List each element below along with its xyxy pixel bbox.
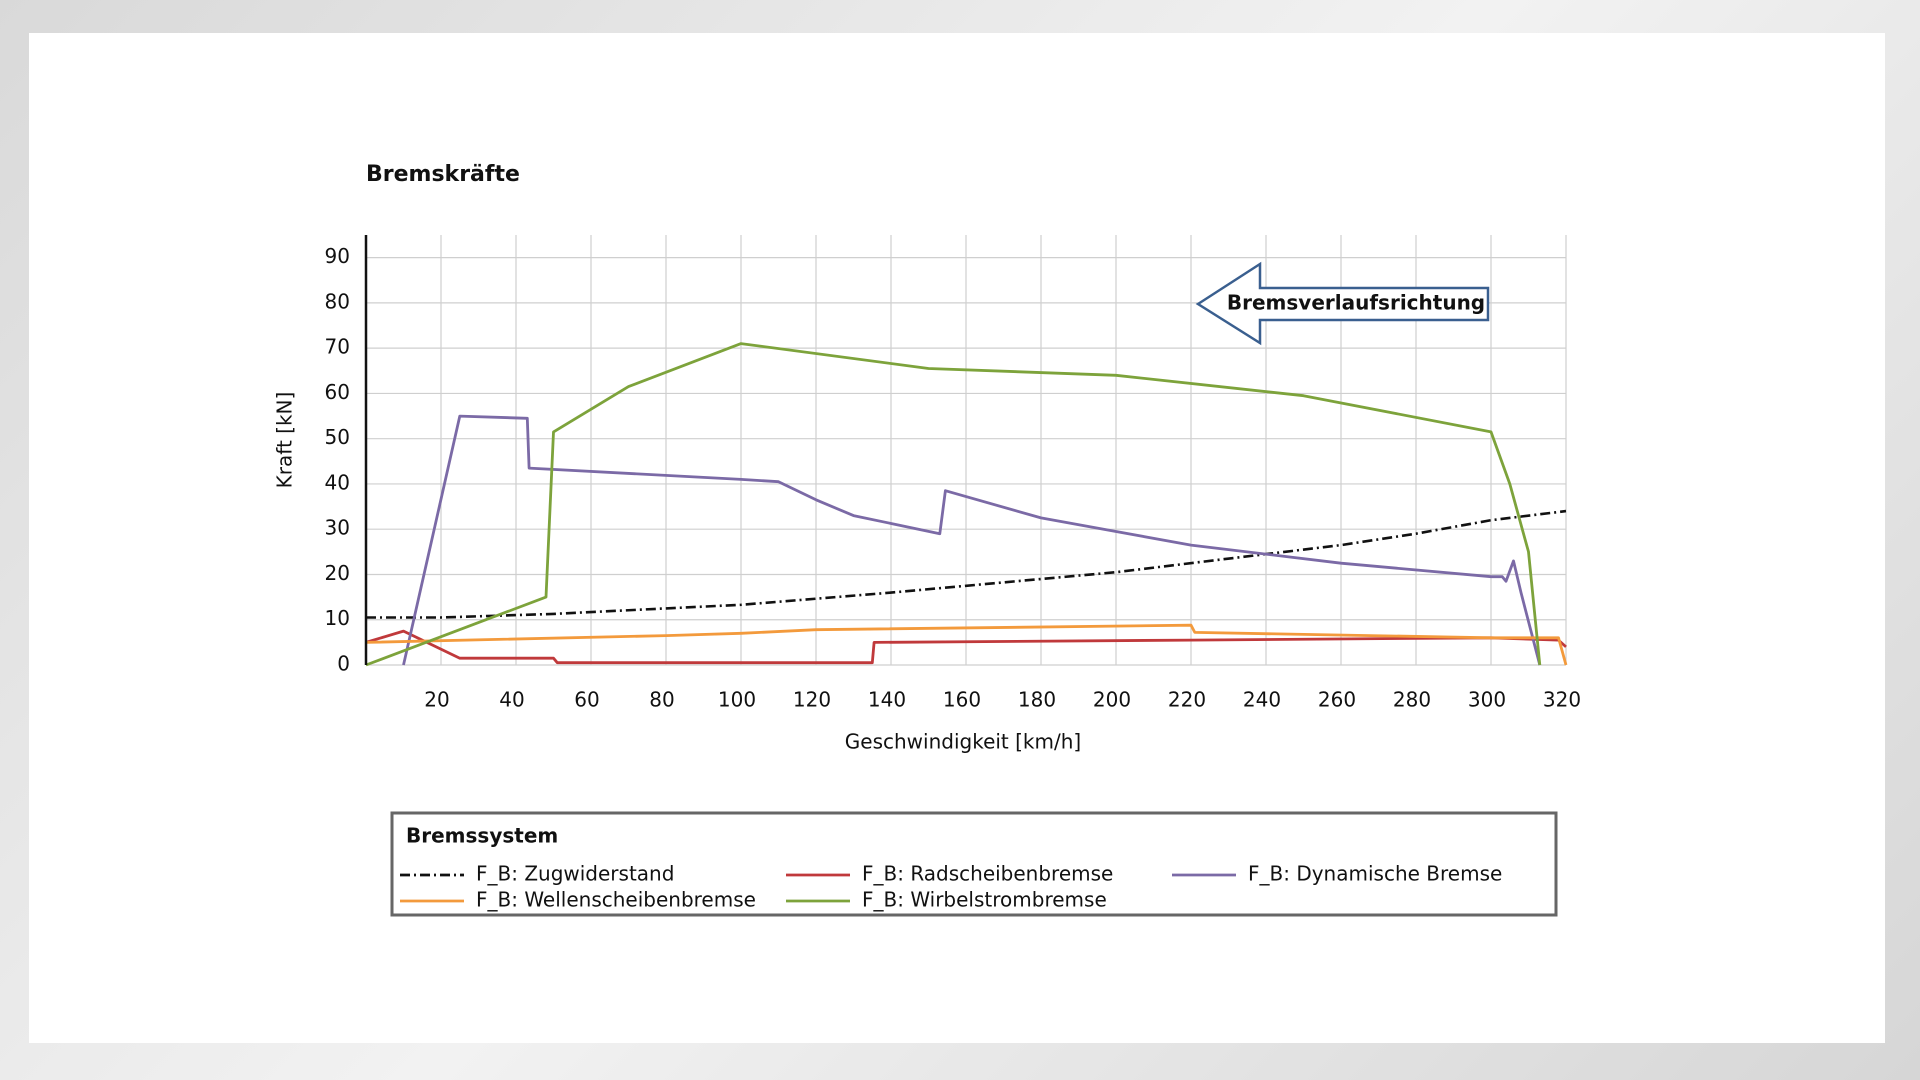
y-axis-label: Kraft [kN] <box>273 392 297 489</box>
x-tick-label: 240 <box>1243 688 1281 712</box>
y-tick-label: 50 <box>325 425 350 449</box>
x-tick-label: 100 <box>718 688 756 712</box>
x-tick-label: 140 <box>868 688 906 712</box>
legend-label: F_B: Dynamische Bremse <box>1248 862 1502 886</box>
x-tick-label: 160 <box>943 688 981 712</box>
legend-label: F_B: Radscheibenbremse <box>862 862 1113 886</box>
x-tick-label: 300 <box>1468 688 1506 712</box>
y-tick-label: 10 <box>325 606 350 630</box>
y-tick-label: 0 <box>337 652 350 676</box>
legend-label: F_B: Wirbelstrombremse <box>862 888 1107 912</box>
x-tick-label: 260 <box>1318 688 1356 712</box>
legend-title: Bremssystem <box>406 824 558 848</box>
grid: 0 10 20 30 40 50 60 70 80 90 20 40 60 80 100 120 140 160 1… <box>325 235 1581 712</box>
x-tick-label: 80 <box>649 688 674 712</box>
x-tick-label: 180 <box>1018 688 1056 712</box>
x-tick-label: 20 <box>424 688 449 712</box>
x-tick-label: 200 <box>1093 688 1131 712</box>
legend: F_B: Zugwiderstand F_B: Radscheibenbremse… <box>400 862 1502 912</box>
legend-label: F_B: Zugwiderstand <box>476 862 674 886</box>
chart-title: Bremskräfte <box>366 162 520 187</box>
series-line <box>366 509 1567 619</box>
series-line <box>402 414 1542 666</box>
x-tick-label: 220 <box>1168 688 1206 712</box>
annotation: Bremsverlaufsrichtung <box>1227 291 1485 315</box>
x-tick-label: 40 <box>499 688 524 712</box>
x-axis-label: Geschwindigkeit [km/h] <box>845 730 1081 754</box>
y-tick-label: 30 <box>325 516 350 540</box>
series-line <box>365 342 1542 667</box>
x-tick-label: 320 <box>1543 688 1581 712</box>
legend-box <box>390 811 1558 917</box>
lines <box>365 342 1568 667</box>
y-tick-label: 90 <box>325 244 350 268</box>
x-tick-label: 280 <box>1393 688 1431 712</box>
direction-arrow <box>1195 261 1490 346</box>
y-tick-label: 60 <box>325 380 350 404</box>
y-tick-label: 70 <box>325 335 350 359</box>
y-tick-label: 80 <box>325 289 350 313</box>
y-tick-label: 40 <box>325 470 350 494</box>
y-tick-label: 20 <box>325 561 350 585</box>
x-tick-label: 60 <box>574 688 599 712</box>
legend-label: F_B: Wellenscheibenbremse <box>476 888 756 912</box>
x-tick-label: 120 <box>793 688 831 712</box>
